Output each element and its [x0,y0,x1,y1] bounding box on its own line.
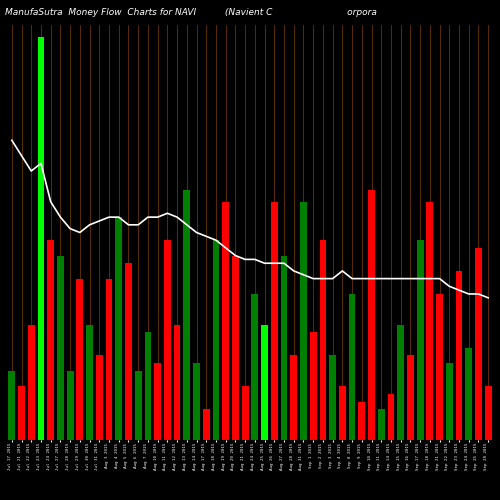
Bar [8,371,15,440]
Bar [446,363,452,440]
Bar [174,324,180,440]
Bar [48,240,54,440]
Bar [290,356,297,440]
Bar [38,36,44,440]
Bar [144,332,152,440]
Bar [320,240,326,440]
Bar [96,356,102,440]
Bar [28,324,34,440]
Bar [106,278,112,440]
Bar [475,248,482,440]
Bar [466,348,472,440]
Bar [456,271,462,440]
Bar [232,256,239,440]
Bar [203,410,209,440]
Bar [164,240,171,440]
Bar [388,394,394,440]
Bar [66,371,73,440]
Bar [368,190,375,440]
Bar [125,263,132,440]
Bar [436,294,443,440]
Bar [416,240,424,440]
Bar [193,363,200,440]
Bar [212,240,220,440]
Bar [261,324,268,440]
Bar [116,217,122,440]
Bar [252,294,258,440]
Bar [348,294,356,440]
Bar [57,256,64,440]
Bar [154,363,161,440]
Bar [86,324,93,440]
Bar [300,202,307,440]
Bar [280,256,287,440]
Bar [184,190,190,440]
Bar [339,386,346,440]
Bar [135,371,141,440]
Bar [242,386,248,440]
Bar [358,402,365,440]
Bar [426,202,434,440]
Bar [407,356,414,440]
Bar [378,410,384,440]
Text: ManufaSutra  Money Flow  Charts for NAVI          (Navient C                    : ManufaSutra Money Flow Charts for NAVI (… [5,8,377,16]
Bar [310,332,316,440]
Bar [329,356,336,440]
Bar [76,278,84,440]
Bar [485,386,492,440]
Bar [18,386,25,440]
Bar [271,202,278,440]
Bar [222,202,229,440]
Bar [398,324,404,440]
